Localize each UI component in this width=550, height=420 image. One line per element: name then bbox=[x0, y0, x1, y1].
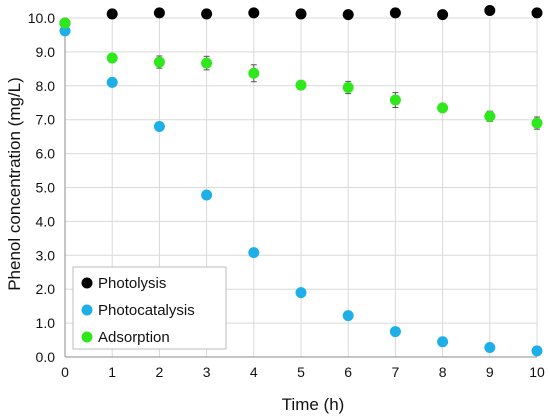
x-tick-label: 2 bbox=[156, 364, 164, 380]
point-adsorption bbox=[59, 17, 71, 29]
point-adsorption bbox=[248, 67, 260, 79]
legend-marker-photolysis bbox=[81, 277, 93, 289]
gridlines bbox=[65, 17, 538, 357]
point-photolysis bbox=[153, 7, 165, 19]
y-tick-label: 0.0 bbox=[36, 349, 56, 365]
x-tick-label: 0 bbox=[61, 364, 69, 380]
point-photolysis bbox=[342, 9, 354, 21]
y-tick-label: 7.0 bbox=[36, 112, 56, 128]
point-photocatalysis bbox=[106, 76, 118, 88]
y-axis-title: Phenol concentration (mg/L) bbox=[5, 77, 24, 291]
point-photolysis bbox=[201, 8, 213, 20]
point-adsorption bbox=[201, 57, 213, 69]
point-photolysis bbox=[295, 8, 307, 20]
point-photocatalysis bbox=[201, 189, 213, 201]
point-photocatalysis bbox=[153, 120, 165, 132]
x-tick-label: 7 bbox=[392, 364, 400, 380]
point-adsorption bbox=[153, 56, 165, 68]
point-photolysis bbox=[437, 9, 449, 21]
y-axis-ticks: 0.0 1.0 2.0 3.0 4.0 5.0 6.0 7.0 8.0 9.0 10.0 bbox=[28, 10, 55, 365]
point-photolysis bbox=[531, 7, 543, 19]
point-adsorption bbox=[106, 52, 118, 64]
legend-label-photolysis: Photolysis bbox=[98, 275, 166, 292]
y-tick-label: 6.0 bbox=[36, 146, 56, 162]
x-axis-ticks: 0 1 2 3 4 5 6 7 8 9 10 bbox=[61, 364, 545, 380]
x-tick-label: 3 bbox=[203, 364, 211, 380]
x-tick-label: 1 bbox=[108, 364, 116, 380]
point-photocatalysis bbox=[248, 247, 260, 259]
x-tick-label: 6 bbox=[344, 364, 352, 380]
legend-label-photocatalysis: Photocatalysis bbox=[98, 302, 195, 319]
point-adsorption bbox=[531, 117, 543, 129]
x-tick-label: 5 bbox=[297, 364, 305, 380]
y-tick-label: 10.0 bbox=[28, 10, 55, 26]
axes bbox=[64, 18, 537, 358]
y-tick-label: 4.0 bbox=[36, 213, 56, 229]
point-photolysis bbox=[389, 7, 401, 19]
point-adsorption bbox=[389, 94, 401, 106]
x-tick-label: 9 bbox=[486, 364, 494, 380]
legend-marker-photocatalysis bbox=[81, 304, 93, 316]
point-photocatalysis bbox=[342, 310, 354, 322]
x-tick-label: 10 bbox=[529, 364, 545, 380]
point-adsorption bbox=[342, 81, 354, 93]
point-photocatalysis bbox=[59, 25, 71, 37]
point-photocatalysis bbox=[531, 345, 543, 357]
point-photolysis bbox=[106, 8, 118, 20]
legend: Photolysis Photocatalysis Adsorption bbox=[72, 266, 227, 350]
point-adsorption bbox=[295, 79, 307, 91]
y-tick-label: 5.0 bbox=[36, 180, 56, 196]
point-photocatalysis bbox=[389, 326, 401, 338]
y-tick-label: 2.0 bbox=[36, 281, 56, 297]
legend-box bbox=[72, 266, 227, 350]
x-tick-label: 4 bbox=[250, 364, 258, 380]
data-points bbox=[59, 5, 543, 357]
y-tick-label: 1.0 bbox=[36, 315, 56, 331]
point-adsorption bbox=[437, 102, 449, 114]
point-adsorption bbox=[484, 110, 496, 122]
x-tick-label: 8 bbox=[439, 364, 447, 380]
point-photocatalysis bbox=[437, 336, 449, 348]
legend-label-adsorption: Adsorption bbox=[98, 329, 170, 346]
point-photocatalysis bbox=[295, 287, 307, 299]
x-axis-title: Time (h) bbox=[282, 395, 345, 414]
point-photolysis bbox=[248, 7, 260, 19]
y-tick-label: 9.0 bbox=[36, 44, 56, 60]
point-photocatalysis bbox=[484, 342, 496, 354]
y-tick-label: 8.0 bbox=[36, 78, 56, 94]
legend-marker-adsorption bbox=[81, 331, 93, 343]
point-photolysis bbox=[484, 5, 496, 17]
y-tick-label: 3.0 bbox=[36, 247, 56, 263]
